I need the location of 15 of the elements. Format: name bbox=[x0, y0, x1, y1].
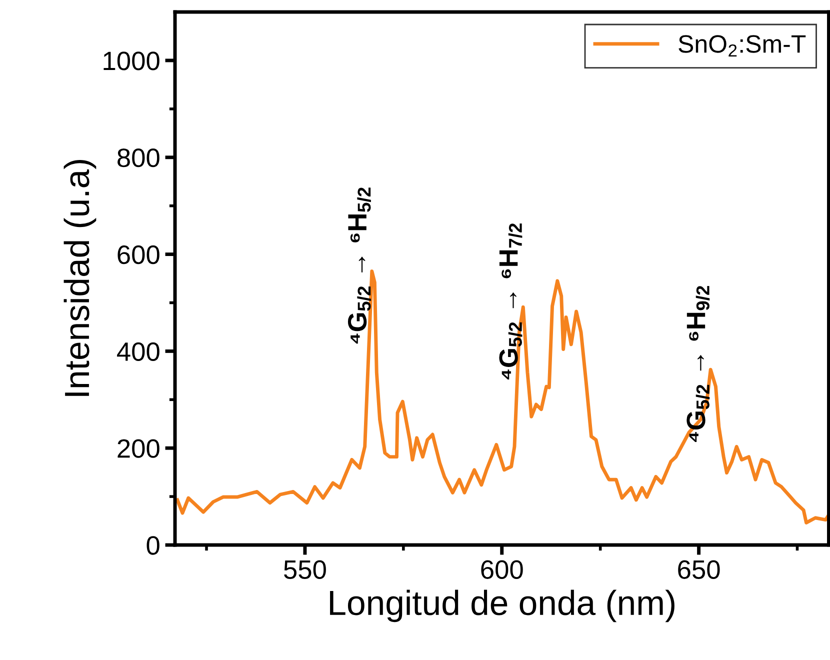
x-tick-label: 600 bbox=[481, 560, 523, 579]
x-tick-label: 650 bbox=[678, 560, 720, 579]
x-tick-label: 550 bbox=[284, 560, 326, 579]
annotation: ⁴G$_{5/2}$ → ⁶H$_{7/2}$ bbox=[499, 223, 522, 380]
annotation: ⁴G$_{5/2}$ → ⁶H$_{9/2}$ bbox=[686, 286, 710, 442]
y-tick-label: 600 bbox=[118, 245, 160, 264]
y-tick-label: 400 bbox=[117, 342, 160, 362]
y-tick-label: 800 bbox=[118, 148, 160, 168]
x-axis-title: Longitud de onda (nm) bbox=[330, 590, 674, 622]
y-tick-label: 1000 bbox=[104, 52, 160, 70]
y-axis-title: Intensidad (u.a) bbox=[64, 160, 96, 396]
y-tick-label: 0 bbox=[146, 536, 160, 555]
legend-label: SnO$_{2}$:Sm-T bbox=[678, 35, 806, 57]
y-tick-label: 200 bbox=[118, 439, 160, 458]
annotation: ⁴G$_{5/2}$ → ⁶H$_{5/2}$ bbox=[348, 188, 371, 344]
